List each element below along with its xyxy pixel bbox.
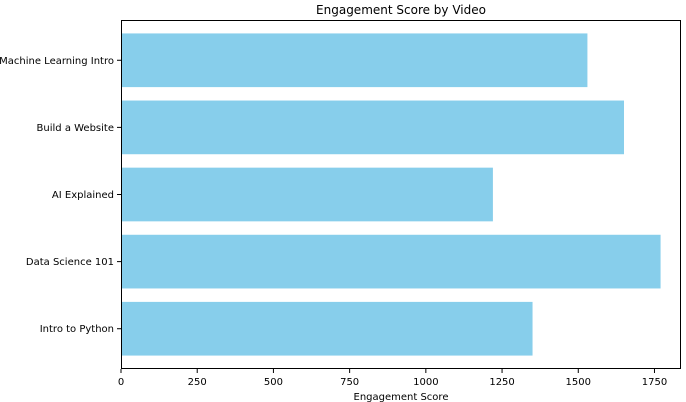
bar-data-science-101 xyxy=(121,234,661,289)
bar-ai-explained xyxy=(121,167,493,222)
x-tick-label: 1250 xyxy=(489,377,514,388)
x-tick-label: 500 xyxy=(264,377,283,388)
x-tick-label: 1000 xyxy=(413,377,438,388)
y-tick-label: Intro to Python xyxy=(40,324,114,335)
y-axis-ticks: Intro to Python Data Science 101 AI Explai… xyxy=(0,56,121,335)
y-tick-label: Data Science 101 xyxy=(26,257,114,268)
y-tick-label: Build a Website xyxy=(37,123,114,134)
chart-title: Engagement Score by Video xyxy=(316,3,486,17)
y-tick-label: Machine Learning Intro xyxy=(0,56,114,67)
bars-group xyxy=(121,33,661,356)
bar-machine-learning-intro xyxy=(121,33,588,88)
x-tick-label: 750 xyxy=(340,377,359,388)
x-tick-label: 0 xyxy=(118,377,124,388)
bar-intro-to-python xyxy=(121,301,533,356)
x-axis-ticks: 0 250 500 750 1000 1250 1500 1750 xyxy=(118,369,667,388)
x-tick-label: 1750 xyxy=(642,377,667,388)
plot-frame xyxy=(121,20,681,369)
x-tick-label: 1500 xyxy=(566,377,591,388)
x-axis-label: Engagement Score xyxy=(354,392,449,402)
bar-build-a-website xyxy=(121,100,624,155)
x-tick-label: 250 xyxy=(188,377,207,388)
y-tick-label: AI Explained xyxy=(52,190,114,201)
